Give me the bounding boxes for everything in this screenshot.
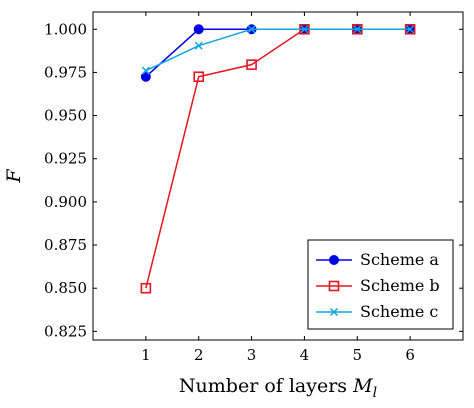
x-axis: 1 2 3 4 5 6 [141, 12, 415, 364]
x-tick-label: 2 [194, 346, 204, 364]
y-tick-label: 0.825 [44, 322, 87, 340]
y-tick-label: 0.900 [44, 193, 87, 211]
x-axis-label-symbol: M [352, 375, 373, 397]
legend-swatch-marker [329, 307, 339, 317]
x-tick-label: 6 [405, 346, 415, 364]
data-point [140, 71, 151, 82]
x-axis-label-text: Number of layers [179, 375, 353, 397]
y-axis-label: F [3, 169, 25, 184]
legend-item: Scheme b [316, 276, 440, 295]
x-tick-label: 5 [353, 346, 363, 364]
plot-area-frame [92, 11, 464, 341]
legend-item: Scheme a [316, 250, 439, 269]
y-tick-label: 0.875 [44, 236, 87, 254]
data-point [246, 59, 257, 70]
data-point [300, 25, 309, 34]
series-x [141, 25, 415, 75]
y-axis-title: F [3, 169, 25, 184]
data-point [193, 71, 205, 83]
x-axis-label: Number of layers Ml [179, 375, 377, 401]
x-tick-label: 1 [141, 346, 151, 364]
series-line [145, 28, 411, 72]
x-axis-label-subscript: l [373, 385, 377, 401]
y-tick-label: 0.925 [44, 150, 87, 168]
y-tick-label: 1.000 [44, 20, 87, 38]
legend-swatch-marker [328, 280, 340, 292]
series-line [145, 28, 411, 78]
y-tick-label: 0.850 [44, 279, 87, 297]
legend-items: Scheme a Scheme b Scheme c [316, 250, 440, 321]
legend-label: Scheme c [360, 302, 438, 321]
data-point [194, 41, 203, 50]
data-point [193, 24, 204, 35]
x-tick-label: 3 [247, 346, 257, 364]
data-point [140, 282, 152, 294]
y-axis: 0.825 0.850 0.875 0.900 0.925 0.950 0.975 1.000 [44, 20, 463, 340]
data-point [406, 25, 415, 34]
x-tick-label: 4 [300, 346, 310, 364]
legend-label: Scheme a [360, 250, 439, 269]
data-point [353, 25, 362, 34]
legend-item: Scheme c [316, 302, 438, 321]
series-layer [140, 23, 416, 294]
y-tick-label: 0.950 [44, 107, 87, 125]
legend: Scheme a Scheme b Scheme c [307, 239, 454, 330]
legend-swatch-marker [329, 255, 339, 265]
data-point [247, 25, 256, 34]
legend-label: Scheme b [360, 276, 440, 295]
data-point [141, 66, 150, 75]
y-tick-label: 0.975 [44, 63, 87, 81]
